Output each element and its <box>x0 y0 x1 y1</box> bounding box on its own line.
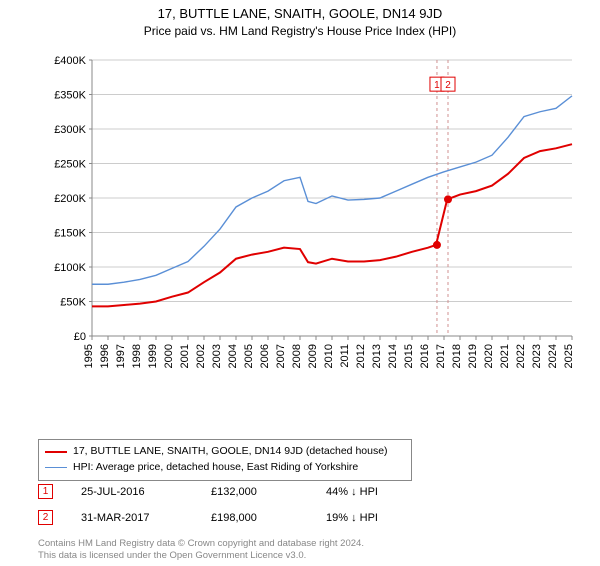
svg-text:£100K: £100K <box>54 262 86 274</box>
chart-title: 17, BUTTLE LANE, SNAITH, GOOLE, DN14 9JD <box>0 6 600 21</box>
legend-swatch-hpi <box>45 467 67 468</box>
sale-date: 25-JUL-2016 <box>81 486 211 498</box>
svg-text:2010: 2010 <box>323 344 335 368</box>
sale-date: 31-MAR-2017 <box>81 512 211 524</box>
legend-row: HPI: Average price, detached house, East… <box>45 460 405 476</box>
svg-text:2009: 2009 <box>307 344 319 368</box>
svg-text:2006: 2006 <box>259 344 271 368</box>
legend-swatch-property <box>45 451 67 453</box>
svg-text:2005: 2005 <box>243 344 255 368</box>
legend-label: 17, BUTTLE LANE, SNAITH, GOOLE, DN14 9JD… <box>73 444 388 460</box>
svg-text:£200K: £200K <box>54 193 86 205</box>
svg-text:1995: 1995 <box>83 344 95 368</box>
svg-text:2007: 2007 <box>275 344 287 368</box>
svg-text:1999: 1999 <box>147 344 159 368</box>
svg-text:1996: 1996 <box>99 344 111 368</box>
price-chart: £0 £50K £100K £150K £200K £250K £300K £350K £400… <box>48 54 578 384</box>
legend-label: HPI: Average price, detached house, East… <box>73 460 358 476</box>
svg-text:1: 1 <box>434 80 440 91</box>
svg-text:1997: 1997 <box>115 344 127 368</box>
sale-pct: 19% ↓ HPI <box>326 512 436 524</box>
svg-text:2002: 2002 <box>195 344 207 368</box>
svg-text:2019: 2019 <box>467 344 479 368</box>
svg-text:2012: 2012 <box>355 344 367 368</box>
sale-marker-2: 2 <box>38 510 53 525</box>
sale-marker-1: 1 <box>38 484 53 499</box>
sale-row: 1 25-JUL-2016 £132,000 44% ↓ HPI <box>38 484 436 499</box>
svg-text:£150K: £150K <box>54 228 86 240</box>
svg-text:£400K: £400K <box>54 55 86 67</box>
legend-row: 17, BUTTLE LANE, SNAITH, GOOLE, DN14 9JD… <box>45 444 405 460</box>
sale-pct: 44% ↓ HPI <box>326 486 436 498</box>
svg-text:2014: 2014 <box>387 344 399 368</box>
footer-attribution: Contains HM Land Registry data © Crown c… <box>38 538 364 562</box>
svg-text:£300K: £300K <box>54 124 86 136</box>
svg-text:2017: 2017 <box>435 344 447 368</box>
svg-text:2022: 2022 <box>515 344 527 368</box>
svg-text:2023: 2023 <box>531 344 543 368</box>
svg-text:£50K: £50K <box>60 297 86 309</box>
svg-text:2004: 2004 <box>227 344 239 368</box>
svg-text:2021: 2021 <box>499 344 511 368</box>
svg-text:2001: 2001 <box>179 344 191 368</box>
svg-text:2011: 2011 <box>339 344 351 368</box>
chart-subtitle: Price paid vs. HM Land Registry's House … <box>0 24 600 38</box>
svg-text:£250K: £250K <box>54 159 86 171</box>
svg-text:2: 2 <box>445 80 451 91</box>
svg-text:2025: 2025 <box>563 344 575 368</box>
svg-text:1998: 1998 <box>131 344 143 368</box>
svg-text:2020: 2020 <box>483 344 495 368</box>
legend: 17, BUTTLE LANE, SNAITH, GOOLE, DN14 9JD… <box>38 439 412 481</box>
sale-price: £198,000 <box>211 512 326 524</box>
svg-text:2015: 2015 <box>403 344 415 368</box>
sale-row: 2 31-MAR-2017 £198,000 19% ↓ HPI <box>38 510 436 525</box>
sale-price: £132,000 <box>211 486 326 498</box>
svg-text:£350K: £350K <box>54 90 86 102</box>
svg-text:£0: £0 <box>74 331 86 343</box>
svg-text:2000: 2000 <box>163 344 175 368</box>
svg-text:2024: 2024 <box>547 344 559 368</box>
svg-text:2016: 2016 <box>419 344 431 368</box>
svg-text:2018: 2018 <box>451 344 463 368</box>
svg-text:2003: 2003 <box>211 344 223 368</box>
footer-line: Contains HM Land Registry data © Crown c… <box>38 538 364 550</box>
svg-text:2008: 2008 <box>291 344 303 368</box>
svg-text:2013: 2013 <box>371 344 383 368</box>
